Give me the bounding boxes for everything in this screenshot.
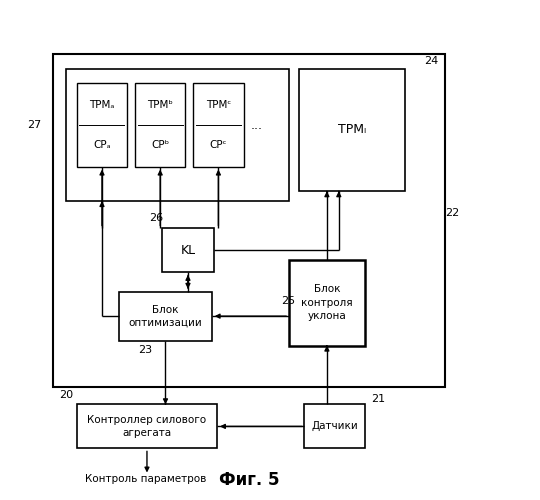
Bar (66, 68, 288, 201)
Text: ...: ... (251, 118, 263, 132)
Bar (119, 292, 212, 341)
Text: CPᵇ: CPᵇ (151, 140, 169, 150)
Text: CPₐ: CPₐ (93, 140, 111, 150)
Text: 26: 26 (149, 213, 163, 223)
Text: 25: 25 (281, 296, 295, 306)
Text: 21: 21 (372, 394, 386, 404)
Bar (161, 228, 214, 272)
Text: Блок
контроля
уклона: Блок контроля уклона (301, 284, 353, 321)
Bar (135, 84, 185, 166)
Text: CPᶜ: CPᶜ (210, 140, 227, 150)
Text: TPMᶜ: TPMᶜ (206, 100, 231, 110)
Bar (288, 260, 365, 346)
Text: TPMₐ: TPMₐ (89, 100, 114, 110)
Bar (299, 68, 405, 191)
Text: 20: 20 (59, 390, 73, 400)
Bar (53, 54, 444, 387)
Text: 27: 27 (28, 120, 42, 130)
Bar (193, 84, 244, 166)
Bar (77, 84, 127, 166)
Text: Контроль параметров: Контроль параметров (85, 474, 206, 484)
Bar (305, 404, 365, 448)
Text: 24: 24 (424, 56, 438, 66)
Text: 22: 22 (446, 208, 460, 218)
Text: TPMₗ: TPMₗ (338, 124, 366, 136)
Text: 23: 23 (139, 346, 153, 356)
Text: Блок
оптимизации: Блок оптимизации (129, 304, 202, 328)
Text: Контроллер силового
агрегата: Контроллер силового агрегата (87, 415, 206, 438)
Bar (77, 404, 217, 448)
Text: Датчики: Датчики (312, 422, 358, 432)
Text: TPMᵇ: TPMᵇ (147, 100, 173, 110)
Text: KL: KL (180, 244, 195, 256)
Text: Фиг. 5: Фиг. 5 (219, 471, 279, 489)
